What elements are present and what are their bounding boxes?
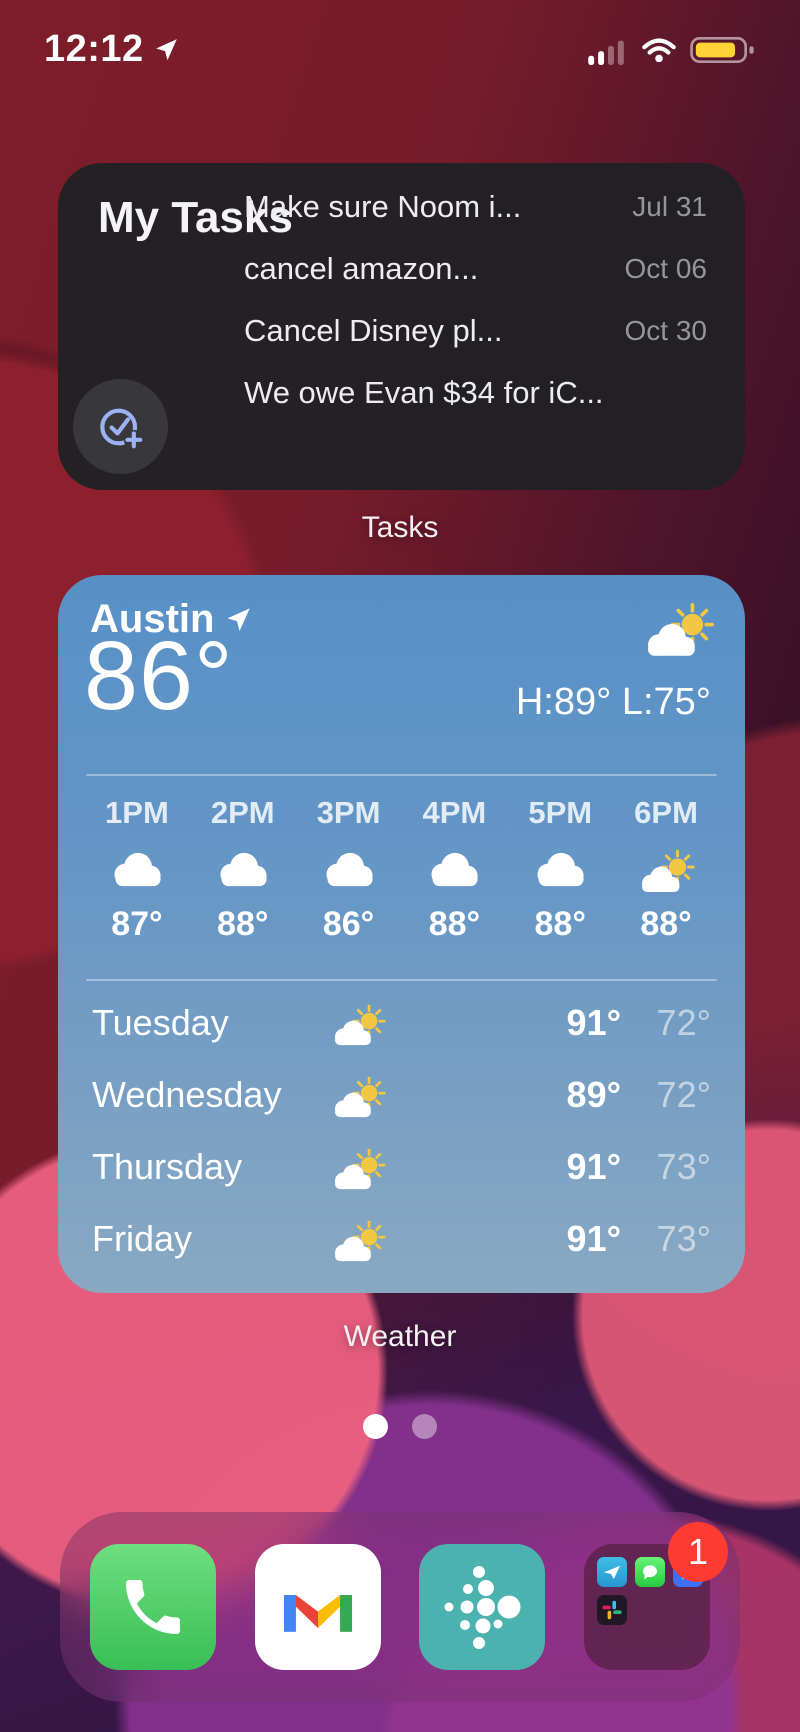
cloud-icon [424,845,484,893]
messages-mini-icon [634,1557,665,1587]
high-low-temps: H:89° L:75° [515,681,711,723]
hour-temp: 87° [111,905,163,943]
hour-temp: 88° [428,905,481,943]
phone-handset-icon [126,1580,180,1634]
hourly-item: 3PM 86° [296,795,402,944]
cloud-sun-icon [330,1000,386,1046]
day-label: Thursday [92,1146,243,1187]
day-high-temp: 91° [566,1002,621,1043]
daily-row: Wednesday 89° 72° [92,1059,711,1131]
hour-label: 2PM [210,795,275,830]
location-arrow-icon [224,606,252,634]
fitbit-app-icon[interactable] [419,1544,546,1670]
day-low-temp: 72° [656,1002,711,1043]
task-due-date: Oct 30 [624,315,707,346]
day-label: Tuesday [92,1002,229,1043]
hourly-item: 2PM 88° [190,795,296,944]
gmail-m-logo [283,1595,352,1632]
task-due-date: Jul 31 [632,191,707,222]
tasks-widget-label: Tasks [361,511,439,544]
hour-temp: 86° [322,905,375,943]
hourly-item: 4PM 88° [401,795,507,944]
dock: 1 [60,1512,740,1702]
hour-label: 1PM [105,795,169,830]
tasks-list: Make sure Noom i... Jul 31 cancel amazon… [244,176,707,424]
day-low-temp: 72° [656,1074,711,1115]
hour-temp: 88° [534,905,586,943]
task-due-date: Oct 06 [624,253,707,284]
status-bar: 12:12 [0,0,800,90]
day-high-temp: 91° [566,1146,621,1187]
daily-row: Tuesday 91° 72° [92,987,711,1059]
day-low-temp: 73° [656,1146,711,1187]
telegram-mini-icon [596,1557,627,1587]
task-row[interactable]: Make sure Noom i... Jul 31 [244,176,707,238]
task-name: cancel amazon... [244,251,479,286]
hourly-item: 6PM 88° [613,795,719,944]
gmail-app-icon[interactable] [254,1544,381,1670]
current-condition-cloud-sun-icon [641,597,715,657]
day-label: Friday [92,1218,193,1259]
notification-badge: 1 [667,1522,728,1582]
hour-label: 4PM [422,795,487,830]
hour-label: 3PM [316,795,381,830]
cloud-icon [319,845,379,893]
divider [86,774,717,776]
slack-mini-icon [596,1595,627,1625]
phone-app-icon[interactable] [90,1544,216,1670]
current-temperature: 86° [84,621,234,730]
cloud-sun-icon [330,1144,386,1190]
add-task-button[interactable] [73,379,168,474]
day-high-temp: 89° [566,1074,621,1115]
task-row[interactable]: Cancel Disney pl... Oct 30 [244,300,707,362]
clock-text: 12:12 [44,28,144,70]
hour-temp: 88° [217,905,269,943]
wifi-icon [640,36,678,64]
hourly-item: 1PM 87° [84,795,190,944]
hour-temp: 88° [640,905,692,943]
tasks-widget[interactable]: My Tasks Make sure Noom i... Jul 31 canc… [58,163,745,490]
task-name: We owe Evan $34 for iC... [244,375,604,410]
daily-forecast: Tuesday 91° 72° Wednesday 89° 72° Thursd… [92,987,711,1275]
day-low-temp: 73° [656,1218,711,1259]
hour-label: 5PM [528,795,593,830]
tasks-widget-title: My Tasks [98,193,293,242]
city-name: Austin [90,597,215,641]
cloud-icon [213,845,273,893]
task-row[interactable]: We owe Evan $34 for iC... [244,362,707,424]
hourly-item: 5PM 88° [507,795,613,944]
hour-label: 6PM [634,795,698,830]
day-label: Wednesday [92,1074,282,1115]
hourly-forecast: 1PM 87° 2PM 88° 3PM 86° 4PM 88° 5PM [84,795,719,944]
status-time: 12:12 [44,28,179,71]
cellular-signal-icon [588,36,628,65]
cloud-icon [530,845,590,893]
page-indicator[interactable] [0,1414,800,1439]
weather-location: Austin [90,597,252,642]
cloud-sun-icon [330,1216,386,1262]
page-dot-active[interactable] [363,1414,388,1439]
weather-widget[interactable]: Austin 86° H:89° L:75° 1PM 87° 2PM 88° 3… [58,575,745,1293]
battery-icon [690,34,760,66]
cloud-icon [107,845,167,893]
messaging-folder-icon[interactable]: 1 [583,1522,728,1670]
fitbit-dots-logo [444,1566,521,1649]
cloud-sun-icon [330,1072,386,1118]
location-arrow-icon [153,37,179,63]
cloud-sun-icon [636,845,696,893]
daily-row: Friday 91° 73° [92,1203,711,1275]
check-plus-icon [93,399,149,455]
task-row[interactable]: cancel amazon... Oct 06 [244,238,707,300]
weather-widget-label: Weather [343,1320,457,1353]
task-name: Make sure Noom i... [244,189,522,224]
task-name: Cancel Disney pl... [244,313,503,348]
page-dot[interactable] [412,1414,437,1439]
daily-row: Thursday 91° 73° [92,1131,711,1203]
divider [86,979,717,981]
day-high-temp: 91° [566,1218,621,1259]
